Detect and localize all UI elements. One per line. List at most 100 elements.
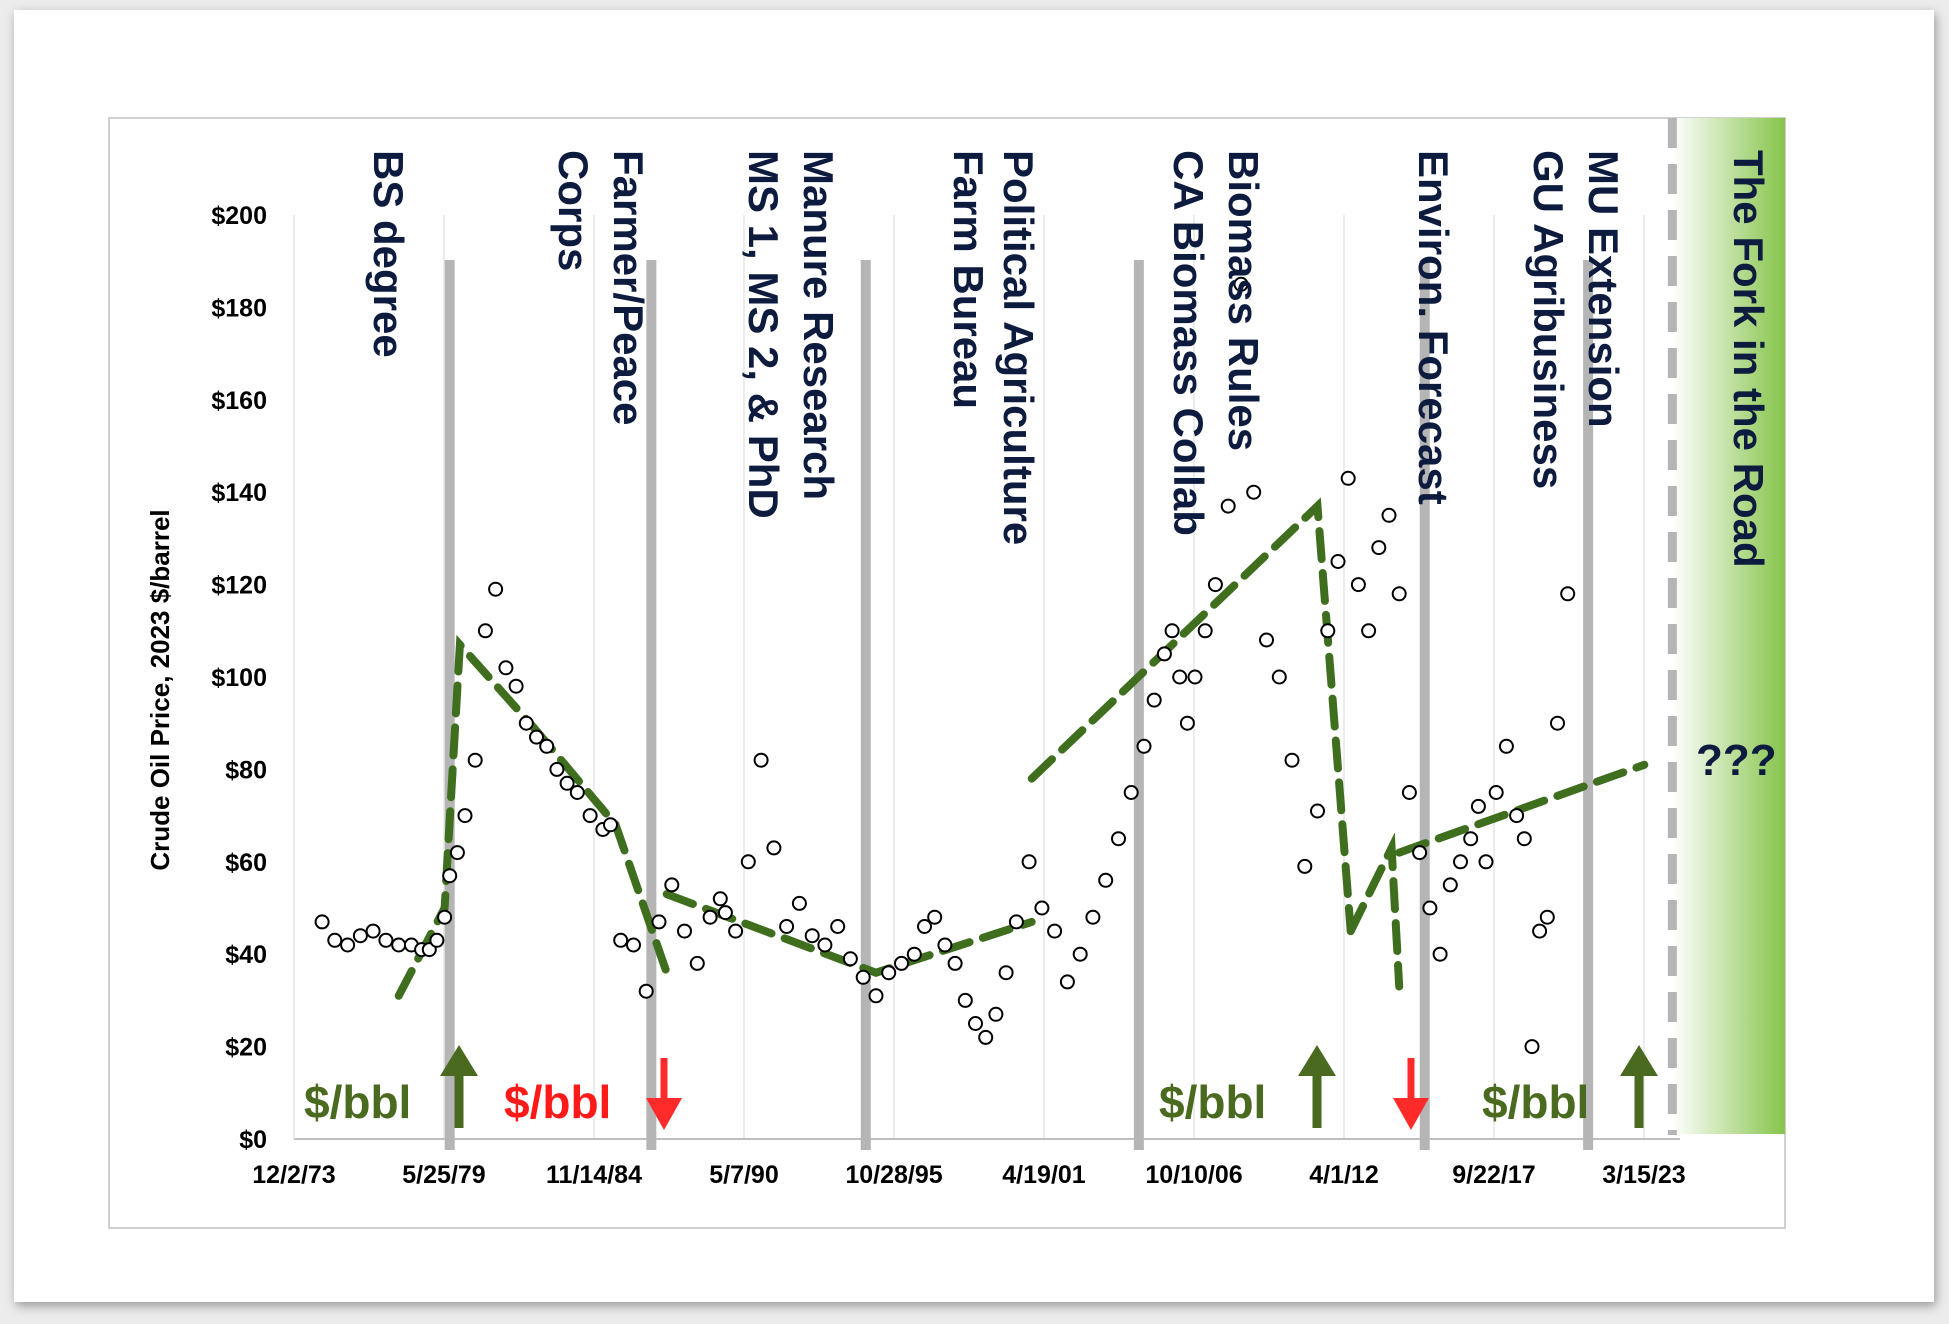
data-point (1516, 831, 1532, 847)
era-label: Farm Bureau (945, 150, 992, 409)
data-point (529, 729, 544, 745)
data-point (327, 932, 343, 948)
chart-frame (108, 117, 1786, 1229)
data-point (1021, 854, 1037, 870)
data-point (1085, 909, 1101, 925)
x-tick-label: 5/7/90 (709, 1161, 779, 1189)
data-point (1442, 877, 1458, 893)
bbl-label-3: $/bbl (1159, 1076, 1266, 1128)
bbl-label-1: $/bbl (304, 1076, 411, 1128)
data-point (1156, 646, 1172, 662)
x-tick-label: 10/28/95 (845, 1161, 942, 1189)
trend-segment (1395, 760, 1649, 857)
trend-segment (1027, 497, 1355, 936)
data-point (1220, 498, 1236, 514)
y-tick-label: $80 (225, 756, 267, 784)
y-tick-label: $120 (211, 572, 267, 600)
data-point (1111, 831, 1126, 847)
data-point (957, 992, 973, 1008)
data-point (1164, 623, 1180, 639)
data-point (1539, 909, 1555, 925)
data-point (830, 919, 846, 934)
data-point (1246, 484, 1262, 500)
y-tick-label: $200 (211, 202, 267, 230)
data-point (1008, 914, 1024, 930)
data-point (1172, 669, 1188, 685)
data-point (508, 678, 524, 694)
y-axis-title: Crude Oil Price, 2023 $/barrel (145, 509, 175, 870)
data-point (314, 914, 330, 930)
x-tick-label: 4/19/01 (1002, 1161, 1086, 1189)
bbl-label-2: $/bbl (504, 1076, 611, 1128)
data-point (689, 955, 705, 971)
data-point (651, 914, 667, 930)
y-tick-label: $160 (211, 387, 267, 415)
data-point (429, 932, 445, 948)
data-point (449, 845, 465, 861)
y-tick-label: $140 (211, 479, 267, 507)
data-point (613, 932, 629, 948)
data-point (740, 854, 756, 870)
data-point (1391, 586, 1407, 602)
data-point (1207, 577, 1223, 593)
data-point (1297, 858, 1313, 874)
data-point (1197, 623, 1213, 639)
arrow-down-icon (1393, 1058, 1429, 1130)
bbl-label-4: $/bbl (1482, 1076, 1589, 1128)
x-tick-label: 11/14/84 (546, 1161, 642, 1189)
data-point (1350, 577, 1366, 593)
data-point (1509, 808, 1525, 824)
data-point (467, 752, 483, 768)
data-point (712, 891, 728, 907)
data-point (569, 785, 585, 800)
trend-segment (662, 890, 1036, 977)
data-point (766, 840, 782, 856)
data-point (442, 868, 458, 884)
era-label: MU Extension (1580, 150, 1627, 428)
era-label: BS degree (365, 150, 412, 358)
bbl-annotation-3: $/bbl (1159, 1045, 1429, 1130)
data-point (457, 808, 473, 824)
data-point (968, 1016, 983, 1031)
data-point (791, 895, 807, 911)
data-point (677, 923, 692, 939)
data-point (340, 937, 356, 953)
data-point (1098, 872, 1114, 888)
data-point (1136, 738, 1152, 754)
data-point (549, 761, 565, 777)
data-point (365, 923, 381, 939)
data-point (1488, 785, 1504, 800)
data-point (1463, 831, 1479, 847)
bbl-annotation-4: $/bbl (1482, 1045, 1658, 1128)
x-tick-label: 12/2/73 (252, 1161, 335, 1189)
data-point (1371, 540, 1387, 556)
trend-segment (1346, 832, 1404, 991)
data-point (842, 951, 858, 967)
era-label: GU Agribusiness (1525, 150, 1572, 489)
data-point (906, 946, 922, 962)
data-point (1422, 900, 1438, 916)
era-label: Farmer/Peace (605, 150, 652, 426)
data-point (1179, 715, 1195, 731)
era-label: Biomass Rules (1220, 150, 1267, 451)
data-point (1233, 276, 1249, 292)
bbl-annotation-2: $/bbl (504, 1058, 682, 1130)
data-point (978, 1029, 994, 1045)
data-point (391, 937, 407, 953)
arrow-up-icon (1298, 1045, 1336, 1128)
y-tick-label: $20 (225, 1034, 267, 1062)
data-point (603, 817, 618, 833)
data-point (702, 909, 718, 925)
data-point (582, 808, 598, 824)
y-tick-label: $60 (225, 849, 267, 877)
data-point (1361, 623, 1377, 639)
data-point (1453, 854, 1468, 870)
x-tick-label: 4/1/12 (1309, 1161, 1379, 1189)
data-point (779, 919, 795, 934)
data-point (881, 965, 897, 981)
data-point (437, 909, 453, 925)
data-point (1320, 623, 1336, 639)
data-point (378, 932, 394, 948)
data-point (1532, 923, 1548, 939)
data-point (1560, 586, 1576, 602)
